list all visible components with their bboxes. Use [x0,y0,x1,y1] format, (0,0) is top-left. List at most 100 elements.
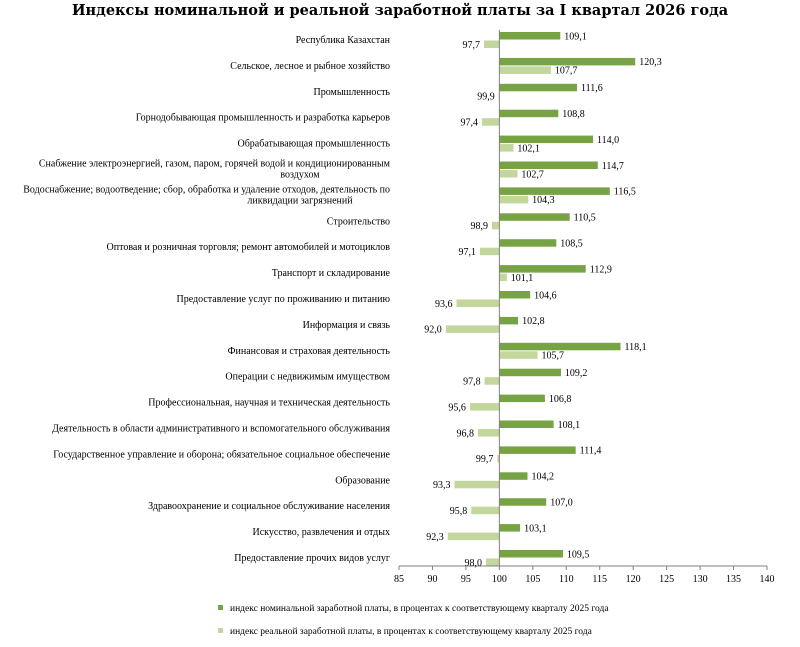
value-label-nominal: 120,3 [639,57,662,68]
category-label: Финансовая и страховая деятельность [228,346,391,357]
bar-real [497,454,500,463]
x-tick-label: 130 [693,574,708,585]
category-label: Предоставление услуг по проживанию и пит… [176,294,390,305]
value-label-real: 96,8 [457,428,475,439]
x-axis: 85 90 95 100 105 110 115 120 125 130 135 140 [394,30,775,585]
bar-nominal [499,446,576,454]
value-label-real: 98,0 [465,558,483,569]
category-label: Деятельность в области административного… [52,424,390,435]
value-label-nominal: 103,1 [524,523,547,534]
legend-swatch-real [218,628,223,633]
x-tick-label: 100 [492,574,507,585]
category-label: Транспорт и складирование [272,268,391,279]
bar-real [456,299,500,307]
value-label-real: 93,3 [433,480,451,491]
value-label-real: 95,6 [448,402,466,413]
value-label-real: 97,4 [461,117,479,128]
bar-nominal [499,291,531,299]
value-label-nominal: 118,1 [625,342,647,353]
value-label-nominal: 108,8 [562,109,585,120]
bar-nominal [499,161,598,169]
value-label-real: 92,3 [426,532,444,543]
value-label-real: 107,7 [555,66,578,77]
bar-real [499,273,507,282]
bars-group [445,32,636,566]
bar-nominal [499,213,570,221]
bar-real [471,506,500,515]
category-label-line: Снабжение электроэнергией, газом, паром,… [39,159,391,170]
value-label-real: 99,9 [477,92,495,103]
value-label-nominal: 104,6 [534,290,557,301]
category-label-line: ликвидации загрязнений [247,195,353,206]
value-label-real: 101,1 [511,273,534,284]
value-label-real: 92,0 [424,325,442,336]
legend: индекс номинальной заработной платы, в п… [218,603,609,637]
category-label: Республика Казахстан [296,35,391,46]
bar-nominal [499,498,547,506]
legend-label-real: индекс реальной заработной платы, в проц… [230,626,593,637]
category-label: Здравоохранение и социальное обслуживани… [148,501,390,512]
bar-nominal [499,265,586,273]
bar-nominal [499,316,519,325]
value-label-real: 97,7 [463,40,481,51]
x-tick-label: 140 [760,574,775,585]
value-label-nominal: 109,5 [567,549,590,560]
value-label-real: 97,1 [459,247,477,258]
bar-real [478,429,500,437]
value-label-real: 98,9 [471,221,489,232]
bar-real [469,403,500,411]
bar-nominal [499,187,610,195]
value-label-real: 102,7 [521,169,544,180]
category-label: Водоснабжение; водоотведение; сбор, обра… [23,184,390,206]
bar-nominal [499,342,621,351]
value-label-real: 97,8 [463,376,481,387]
value-label-nominal: 109,2 [565,368,588,379]
value-label-real: 93,6 [435,299,453,310]
category-label: Государственное управление и оборона; об… [53,449,390,460]
bar-real [484,377,500,385]
category-label: Сельское, лесное и рыбное хозяйство [230,61,390,72]
value-label-nominal: 111,6 [581,83,603,94]
bar-nominal [499,420,554,428]
bar-real [454,480,500,489]
value-label-nominal: 114,0 [597,135,619,146]
bar-nominal [499,524,521,532]
value-label-real: 105,7 [542,351,565,362]
category-label-line: Водоснабжение; водоотведение; сбор, обра… [23,184,390,195]
category-label: Предоставление прочих видов услуг [234,553,390,564]
category-label: Операции с недвижимым имуществом [225,372,390,383]
value-label-nominal: 108,5 [560,238,583,249]
value-label-nominal: 114,7 [602,161,624,172]
category-label: Промышленность [313,87,390,98]
value-label-nominal: 104,2 [532,472,555,483]
category-label: Искусство, развлечения и отдых [253,527,390,538]
legend-label-nominal: индекс номинальной заработной платы, в п… [230,603,609,614]
x-tick-label: 115 [592,574,607,585]
x-tick-label: 105 [525,574,540,585]
bar-real [486,558,500,566]
value-label-nominal: 102,8 [522,316,545,327]
category-label: Оптовая и розничная торговля; ремонт авт… [107,242,391,253]
value-label-real: 104,3 [532,195,555,206]
bar-nominal [499,135,594,144]
value-label-nominal: 107,0 [550,497,573,508]
value-label-nominal: 106,8 [549,394,572,405]
x-tick-label: 95 [461,574,471,585]
bar-nominal [499,394,545,403]
category-label: Строительство [327,216,390,227]
bar-nominal [499,239,557,247]
value-label-nominal: 112,9 [590,264,612,275]
bar-real [482,118,500,126]
category-label: Горнодобывающая промышленность и разрабо… [136,113,391,124]
x-tick-label: 110 [559,574,574,585]
category-label: Профессиональная, научная и техническая … [148,398,390,409]
value-label-nominal: 109,1 [564,31,587,42]
value-label-nominal: 110,5 [574,213,596,224]
bar-real [480,247,500,256]
bar-nominal [499,368,561,377]
bar-real [484,40,500,48]
value-label-nominal: 111,4 [580,446,602,457]
bar-real [499,144,514,152]
bar-real [499,170,518,178]
